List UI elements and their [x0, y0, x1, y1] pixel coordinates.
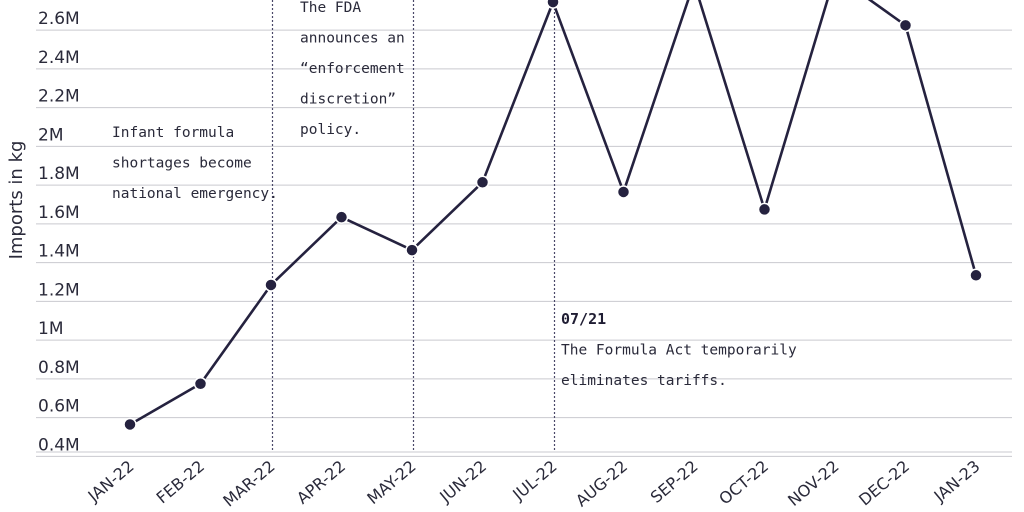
y-tick-label: 0.6M [38, 397, 80, 417]
y-tick-label: 2M [38, 125, 63, 145]
annotation-text: announces an [300, 31, 405, 47]
data-point [546, 0, 560, 9]
series-line [129, 0, 978, 426]
x-tick-label: JAN-22 [84, 457, 138, 507]
gridlines [36, 29, 1012, 457]
x-tick-label: MAY-22 [363, 457, 419, 509]
annotation-text: Infant formula [112, 125, 234, 141]
y-tick-label: 0.4M [38, 435, 80, 455]
x-tick-label: SEP-22 [647, 457, 702, 507]
y-tick-label: 2.4M [38, 48, 80, 68]
data-point [264, 278, 278, 292]
x-tick-label: FEB-22 [153, 457, 208, 508]
annotation-text: The FDA [300, 0, 361, 16]
y-axis-ticks: 0.4M 0.6M 0.8M 1M 1.2M 1.4M 1.6M 1.8M 2M 2.2M 2.4M… [38, 9, 80, 455]
x-tick-label: DEC-22 [855, 457, 913, 510]
data-point [475, 175, 490, 190]
x-tick-label: OCT-22 [715, 457, 772, 509]
y-tick-label: 1.4M [38, 242, 80, 262]
event-lines [271, 0, 556, 452]
y-tick-label: 0.8M [38, 358, 80, 378]
data-point [193, 377, 208, 391]
annotation-text: “enforcement [300, 61, 405, 77]
y-axis-title: Imports in kg [6, 141, 27, 260]
data-point [757, 202, 772, 217]
data-point [616, 185, 631, 199]
annotation-text: shortages become [112, 156, 252, 172]
x-tick-label: JUN-22 [435, 457, 490, 507]
y-tick-label: 2.2M [38, 87, 80, 107]
x-tick-label: AUG-22 [572, 457, 631, 511]
annotation-text: The Formula Act temporarily [561, 343, 797, 359]
annotation-text: policy. [300, 122, 361, 138]
x-tick-label: MAR-22 [219, 457, 278, 511]
x-tick-label: NOV-22 [784, 457, 842, 510]
x-tick-label: JAN-23 [930, 457, 984, 507]
y-tick-label: 2.6M [38, 9, 80, 29]
x-tick-label: JUL-22 [508, 457, 560, 505]
annotation-text: national emergency. [112, 186, 278, 202]
x-tick-label: APR-22 [293, 457, 349, 508]
y-tick-label: 1.6M [38, 203, 80, 223]
y-tick-label: 1M [38, 319, 63, 339]
series-line-layer [123, 0, 983, 432]
annotation-date: 07/21 [561, 310, 606, 328]
annotations: Infant formula shortages become national e… [112, 0, 797, 389]
y-tick-label: 1.8M [38, 164, 80, 184]
annotation-text: discretion” [300, 92, 396, 108]
y-tick-label: 1.2M [38, 280, 80, 300]
data-point [334, 210, 349, 224]
data-point [405, 243, 419, 257]
data-point [969, 268, 983, 283]
annotation-text: eliminates tariffs. [561, 373, 727, 389]
data-point [898, 18, 913, 33]
x-axis-ticks: JAN-22 FEB-22 MAR-22 APR-22 MAY-22 JUN-22 JUL-… [84, 457, 984, 511]
data-point [123, 417, 137, 432]
